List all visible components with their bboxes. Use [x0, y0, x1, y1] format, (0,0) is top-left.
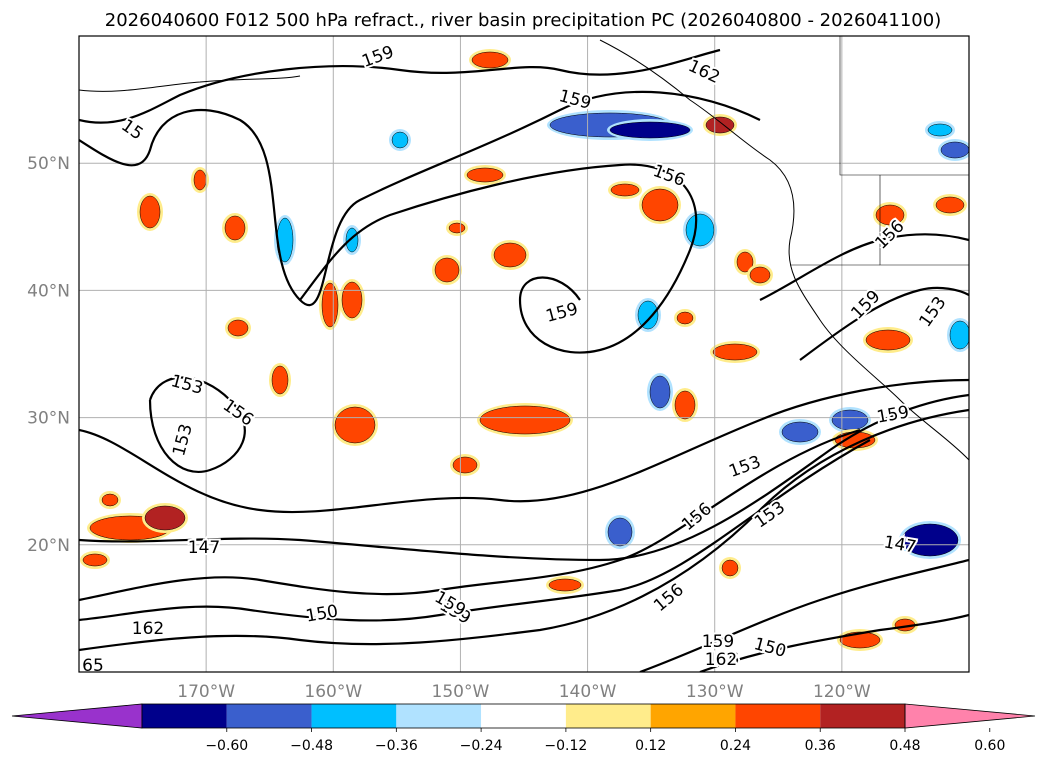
anomaly-blob	[228, 320, 248, 336]
latitude-labels: 50°N 40°N 30°N 20°N	[27, 154, 70, 556]
colorbar-segment	[481, 704, 566, 728]
contour-label: 162	[132, 619, 164, 639]
anomaly-blob	[145, 506, 185, 530]
anomaly-blob	[194, 170, 206, 190]
contour-label: 159	[702, 632, 734, 652]
anomaly-blob	[611, 184, 639, 196]
colorbar: −0.60 −0.48 −0.36 −0.24 −0.12 0.12 0.24 0.36 0.4…	[12, 704, 1035, 754]
colorbar-segment	[651, 704, 736, 728]
colorbar-tick-label: −0.36	[375, 738, 418, 754]
colorbar-extend-high	[905, 704, 1035, 728]
anomaly-blob	[675, 391, 695, 419]
anomaly-blob	[467, 168, 503, 182]
colorbar-extend-low	[12, 704, 142, 728]
anomaly-blob	[832, 410, 868, 430]
colorbar-segment	[227, 704, 312, 728]
anomaly-blob	[866, 330, 910, 350]
lon-tick-label: 150°W	[432, 682, 490, 702]
anomaly-blob	[706, 117, 734, 133]
lon-tick-label: 140°W	[559, 682, 617, 702]
lat-tick-label: 20°N	[27, 536, 70, 556]
anomaly-blob	[335, 407, 375, 443]
anomaly-blob	[83, 554, 107, 566]
anomaly-blob	[650, 376, 670, 408]
colorbar-segment	[820, 704, 905, 728]
anomaly-blob	[322, 283, 338, 327]
figure: 2026040600 F012 500 hPa refract., river …	[0, 0, 1047, 765]
anomaly-blob	[494, 243, 526, 267]
anomaly-blob	[713, 344, 757, 360]
anomaly-blob	[642, 189, 678, 221]
colorbar-tick-label: −0.24	[460, 738, 503, 754]
colorbar-tick-label: 0.48	[889, 738, 920, 754]
contour-label: 162	[705, 650, 737, 670]
anomaly-blob	[936, 197, 964, 213]
colorbar-tick-label: −0.12	[544, 738, 587, 754]
contour-label: 65	[82, 656, 104, 676]
anomaly-blob	[782, 422, 818, 442]
anomaly-blob	[950, 321, 970, 349]
anomaly-blob	[608, 518, 632, 546]
anomaly-blob	[102, 494, 118, 506]
lat-tick-label: 40°N	[27, 281, 70, 301]
anomaly-blob	[449, 223, 465, 233]
anomaly-blob	[346, 228, 358, 252]
colorbar-segment	[142, 704, 227, 728]
anomaly-blob	[549, 579, 581, 591]
colorbar-tick-label: 0.12	[635, 738, 666, 754]
lat-tick-label: 50°N	[27, 154, 70, 174]
anomaly-blob	[435, 258, 459, 282]
colorbar-tick-label: −0.60	[205, 738, 248, 754]
anomaly-blob	[272, 366, 288, 394]
colorbar-segment	[735, 704, 820, 728]
colorbar-segment	[396, 704, 481, 728]
anomaly-blob	[638, 301, 658, 329]
colorbar-tick-label: 0.60	[974, 738, 1005, 754]
lon-tick-label: 160°W	[304, 682, 362, 702]
anomaly-blob	[941, 142, 969, 158]
lon-tick-label: 130°W	[686, 682, 744, 702]
colorbar-segment	[312, 704, 397, 728]
anomaly-blob	[392, 132, 408, 148]
anomaly-blob	[342, 282, 362, 318]
anomaly-blob	[928, 124, 952, 136]
anomaly-blob	[677, 312, 693, 324]
lon-tick-label: 120°W	[813, 682, 871, 702]
anomaly-blob	[472, 52, 508, 68]
anomaly-blob	[225, 216, 245, 240]
anomaly-blob	[750, 267, 770, 283]
chart-title: 2026040600 F012 500 hPa refract., river …	[105, 10, 941, 31]
anomaly-blob	[480, 406, 570, 434]
lon-tick-label: 170°W	[177, 682, 235, 702]
anomaly-blob	[453, 457, 477, 473]
anomaly-blob	[610, 122, 690, 138]
colorbar-tick-label: 0.36	[805, 738, 836, 754]
lat-tick-label: 30°N	[27, 409, 70, 429]
anomaly-blob	[140, 196, 160, 228]
colorbar-tick-label: −0.48	[290, 738, 333, 754]
longitude-labels: 170°W 160°W 150°W 140°W 130°W 120°W	[177, 682, 871, 702]
colorbar-segment	[566, 704, 651, 728]
anomaly-blob	[686, 214, 714, 246]
contour-label: 147	[188, 538, 220, 558]
colorbar-tick-label: 0.24	[720, 738, 751, 754]
anomaly-blob	[722, 560, 738, 576]
